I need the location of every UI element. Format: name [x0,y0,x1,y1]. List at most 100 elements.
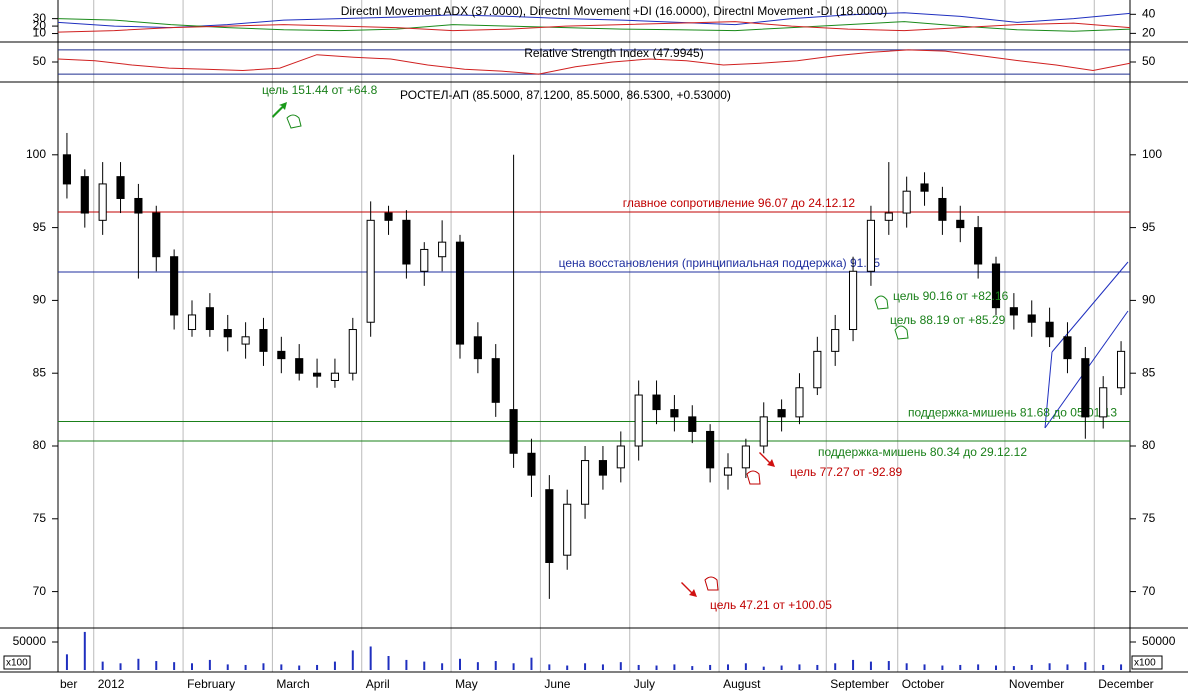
panel-frames [0,0,1188,673]
candle-body [348,329,357,374]
signal-icons [272,102,909,597]
y2-tick-label: 50000 [1142,634,1176,648]
candle-body [1045,321,1054,338]
candle-body [795,387,804,418]
x-tick-label: May [455,677,478,691]
level-label: поддержка-мишень 80.34 до 29.12.12 [818,445,1027,459]
candle-body [1009,307,1018,316]
panel-title: Directnl Movement ADX (37.0000), Directn… [341,4,888,18]
candle-body [527,452,536,476]
candle-body [152,212,161,258]
y2-tick-label: 75 [1142,511,1156,525]
candle-body [688,416,697,432]
multiplier-label: x100 [6,658,28,669]
candle-body [509,409,518,454]
level-label: главное сопротивление 96.07 до 24.12.12 [623,196,856,210]
y-tick-label: 75 [33,511,47,525]
x-tick-label: ber [60,677,77,691]
candle-body [80,176,89,214]
indicator-line [57,12,1131,29]
y-tick-label: 10 [33,26,47,40]
candle-body [545,489,554,563]
y-tick-label: 50000 [13,634,47,648]
multiplier-label: x100 [1134,658,1156,669]
month-grid [93,0,1095,672]
y2-tick-label: 95 [1142,220,1156,234]
candle-body [813,350,822,389]
target-annotation: цель 90.16 от +82.16 [893,289,1009,303]
y2-tick-label: 40 [1142,6,1156,20]
y2-tick-label: 80 [1142,438,1156,452]
x-tick-label: March [276,677,309,691]
y-tick-label: 80 [33,438,47,452]
candle-body [1116,350,1126,389]
candle-body [634,394,643,447]
x-tick-label: August [723,677,761,691]
y-tick-label: 20 [33,18,47,32]
candle-body [759,416,768,447]
candle-body [473,336,482,360]
candle-body [1081,358,1090,418]
target-annotation: цель 77.27 от -92.89 [790,465,903,479]
candle-body [455,241,465,345]
candle-body [563,503,572,556]
candle-body [652,394,661,411]
candle-body [384,212,393,221]
y-tick-label: 100 [26,147,46,161]
candle-body [277,350,286,360]
candle-body [741,445,750,469]
candle-body [366,219,375,323]
candle-body [848,270,858,331]
candle-body [1027,314,1036,323]
candle-body [62,154,72,185]
y-tick-label: 30 [33,11,47,25]
level-label: поддержка-мишень 81.68 до 05.01.13 [908,406,1117,420]
candle-body [116,176,125,199]
y2-tick-label: 90 [1142,293,1156,307]
candle-body [420,248,429,272]
y2-tick-label: 85 [1142,365,1156,379]
target-annotation: цель 88.19 от +85.29 [890,313,1006,327]
candle-body [170,256,179,316]
candle-body [831,329,840,352]
x-tick-label: July [634,677,655,691]
y2-tick-label: 100 [1142,147,1162,161]
candle-body [723,467,733,476]
candle-body [956,219,965,229]
target-annotation: цель 47.21 от +100.05 [710,598,832,612]
indicator-line [57,49,1131,75]
candle-body [616,445,625,469]
candle-body [134,197,143,214]
target-annotation: цель 151.44 от +64.8 [262,83,378,97]
y-tick-label: 95 [33,220,47,234]
candle-body [777,409,786,418]
indicator-line [57,18,1131,32]
y2-tick-label: 20 [1142,26,1156,40]
chart-title: РОСТЕЛ-АП (85.5000, 87.1200, 85.5000, 86… [400,88,731,102]
candle-body [259,329,268,352]
indicator-line [57,21,1131,33]
y-tick-label: 85 [33,365,47,379]
x-tick-label: December [1098,677,1153,691]
candle-body [295,358,304,374]
candle-body [1063,336,1072,360]
y-tick-label: 50 [33,54,47,68]
candle-body [330,372,340,381]
candle-body [491,358,500,403]
candle-body [706,430,715,469]
candle-body [580,460,590,505]
panel-title: Relative Strength Index (47.9945) [524,46,703,60]
multiplier-box [3,655,31,670]
level-label: цена восстановления (принципиальная подд… [559,256,881,270]
x-tick-label: 2012 [98,677,125,691]
candle-body [598,460,608,476]
candle-body [1099,387,1108,418]
y2-tick-label: 50 [1142,54,1156,68]
y-tick-label: 70 [33,584,47,598]
candle-body [241,336,250,345]
multiplier-box [1131,655,1163,670]
